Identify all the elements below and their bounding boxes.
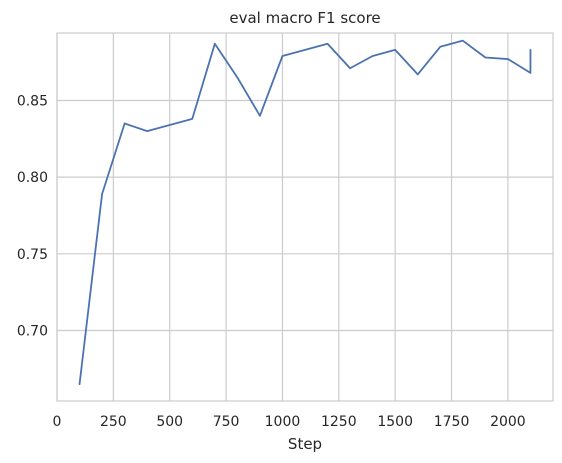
chart-title: eval macro F1 score [229, 9, 380, 27]
y-tick-label: 0.85 [17, 93, 48, 109]
x-axis-ticks: 0 250 500 750 1000 1250 1500 1750 2000 [53, 414, 526, 430]
x-tick-label: 750 [213, 414, 240, 430]
y-tick-label: 0.70 [17, 323, 48, 339]
grid [56, 33, 553, 401]
x-tick-label: 1750 [434, 414, 470, 430]
y-axis-ticks: 0.70 0.75 0.80 0.85 [17, 93, 48, 339]
y-tick-label: 0.80 [17, 170, 48, 186]
plot-frame [56, 32, 554, 402]
series-layer [78, 39, 532, 386]
x-tick-label: 0 [53, 414, 62, 430]
x-tick-label: 2000 [490, 414, 526, 430]
x-tick-label: 1500 [377, 414, 413, 430]
x-axis-title: Step [288, 435, 322, 453]
x-tick-label: 1250 [321, 414, 357, 430]
series-line [78, 39, 532, 386]
x-tick-label: 1000 [265, 414, 301, 430]
y-tick-label: 0.75 [17, 247, 48, 263]
x-tick-label: 500 [156, 414, 183, 430]
x-tick-label: 250 [100, 414, 127, 430]
